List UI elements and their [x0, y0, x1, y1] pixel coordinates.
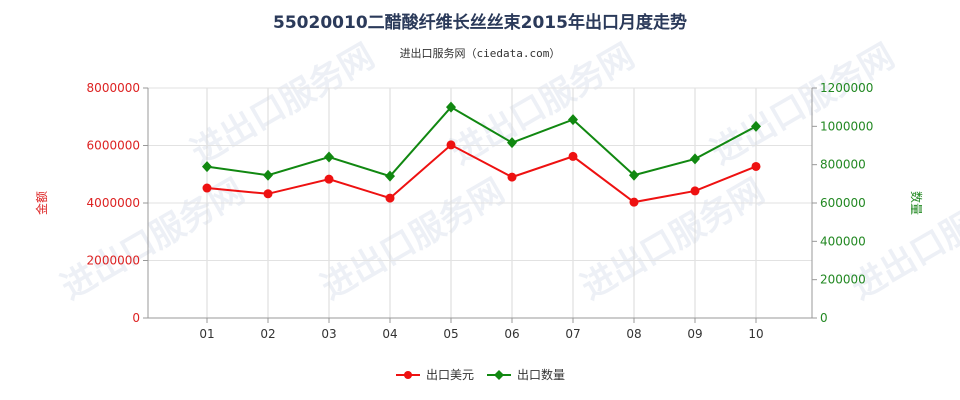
watermark-text: 进出口服务网 [705, 36, 902, 173]
y-right-tick-label: 1200000 [820, 81, 873, 95]
data-point [751, 120, 761, 132]
data-point [324, 151, 334, 163]
watermark-text: 进出口服务网 [55, 171, 252, 308]
chart-subtitle: 进出口服务网（ciedata.com） [400, 46, 561, 60]
y-right-axis-label: 数量 [909, 191, 924, 215]
legend-label: 出口数量 [517, 367, 565, 382]
data-point [568, 114, 578, 126]
x-tick-label: 05 [443, 327, 458, 341]
series [202, 101, 761, 207]
y-right-tick-label: 800000 [820, 158, 866, 172]
y-left-axis-label: 金额 [34, 191, 49, 215]
y-left-tick-label: 4000000 [87, 196, 140, 210]
data-point [629, 169, 639, 181]
x-tick-label: 08 [626, 327, 641, 341]
series-line-1 [206, 143, 757, 204]
legend-swatch-marker [494, 370, 504, 380]
data-point [629, 197, 639, 207]
watermark-text: 进出口服务网 [315, 171, 512, 308]
y-right-tick-label: 400000 [820, 234, 866, 248]
y-left-tick-label: 0 [132, 311, 140, 325]
data-point [446, 101, 456, 113]
x-tick-label: 10 [748, 327, 763, 341]
data-point [385, 193, 395, 203]
legend-swatch-marker [404, 371, 412, 379]
y-right-tick-label: 0 [820, 311, 828, 325]
x-tick-label: 01 [199, 327, 214, 341]
x-tick-label: 06 [504, 327, 519, 341]
x-tick-label: 09 [687, 327, 702, 341]
x-tick-label: 03 [321, 327, 336, 341]
data-point [690, 186, 700, 196]
data-point [507, 137, 517, 149]
data-point [263, 189, 273, 199]
chart-title: 55020010二醋酸纤维长丝丝束2015年出口月度走势 [273, 12, 687, 33]
axes: 0 2000000 4000000 6000000 8000000 0 200000 4000… [87, 81, 874, 341]
y-left-tick-label: 2000000 [87, 254, 140, 268]
data-point [385, 170, 395, 182]
data-point [324, 174, 334, 184]
y-left-tick-label: 8000000 [87, 81, 140, 95]
data-point [446, 140, 456, 150]
watermark-text: 进出口服务网 [575, 171, 772, 308]
legend-label: 出口美元 [426, 368, 474, 382]
data-point [507, 172, 517, 182]
series-line-2 [206, 105, 757, 178]
watermark-text: 进出口服务网 [185, 36, 382, 173]
data-point [263, 169, 273, 181]
data-point [751, 161, 761, 171]
x-tick-label: 02 [260, 327, 275, 341]
data-point [568, 151, 578, 161]
y-left-tick-label: 6000000 [87, 139, 140, 153]
data-point [690, 153, 700, 165]
y-right-tick-label: 600000 [820, 196, 866, 210]
y-right-tick-label: 1000000 [820, 119, 873, 133]
legend[interactable]: 出口美元 出口数量 [396, 367, 565, 382]
x-tick-label: 07 [565, 327, 580, 341]
data-point [202, 183, 212, 193]
x-tick-label: 04 [382, 327, 397, 341]
data-point [202, 161, 212, 173]
y-right-tick-label: 200000 [820, 273, 866, 287]
